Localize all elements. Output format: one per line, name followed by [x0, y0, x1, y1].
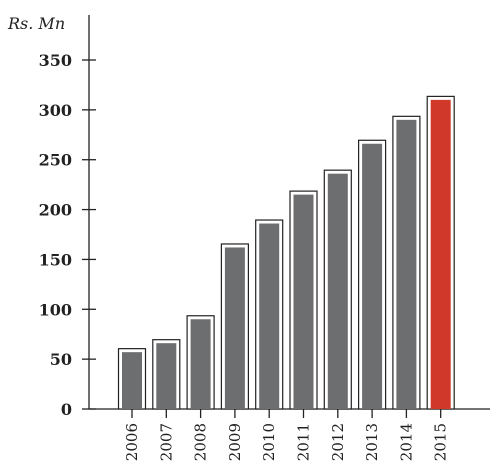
y-axis-ticks: 0 50 100 150 200 250 300 350: [39, 51, 96, 419]
x-tick-label: 2014: [397, 423, 415, 461]
bar-2011: [289, 190, 318, 418]
bar-fill: [430, 99, 451, 409]
bar-2006: [117, 348, 147, 418]
bar-2013: [358, 139, 387, 418]
y-tick-label: 50: [50, 350, 72, 369]
x-axis-labels: 2006 2007 2008 2009 2010 2011 2012 2013 2014 2015: [123, 423, 450, 461]
bar-fill: [259, 223, 280, 409]
y-tick-label: 200: [39, 201, 72, 220]
bar-2015: [426, 95, 455, 418]
y-tick-label: 300: [39, 101, 72, 120]
bar-fill: [362, 143, 383, 409]
bar-2010: [255, 219, 284, 418]
bar-fill: [122, 352, 142, 409]
bar-fill: [293, 194, 314, 409]
y-tick-label: 0: [61, 400, 72, 419]
x-tick-label: 2006: [123, 423, 141, 461]
x-tick-label: 2011: [295, 423, 313, 461]
bar-fill: [224, 247, 245, 409]
y-axis-unit-label: Rs. Mn: [7, 14, 65, 33]
bar-2014: [392, 115, 421, 418]
x-tick-label: 2009: [226, 423, 244, 461]
x-tick-label: 2007: [157, 423, 175, 461]
x-tick-label: 2010: [260, 423, 278, 461]
bars: [117, 95, 455, 418]
x-tick-label: 2013: [363, 423, 381, 461]
bar-2012: [323, 169, 352, 418]
y-tick-label: 100: [39, 300, 72, 319]
y-tick-label: 150: [39, 250, 72, 269]
bar-fill: [156, 343, 177, 409]
bar-2008: [186, 315, 215, 418]
x-tick-label: 2012: [329, 423, 347, 461]
y-tick-label: 250: [39, 151, 72, 170]
bar-2007: [152, 339, 181, 418]
y-tick-label: 350: [39, 51, 72, 70]
x-tick-label: 2015: [432, 423, 450, 461]
bar-fill: [396, 119, 417, 409]
bar-fill: [327, 173, 348, 409]
bar-2009: [220, 243, 249, 418]
bar-fill: [190, 319, 211, 409]
x-tick-label: 2008: [192, 423, 210, 461]
